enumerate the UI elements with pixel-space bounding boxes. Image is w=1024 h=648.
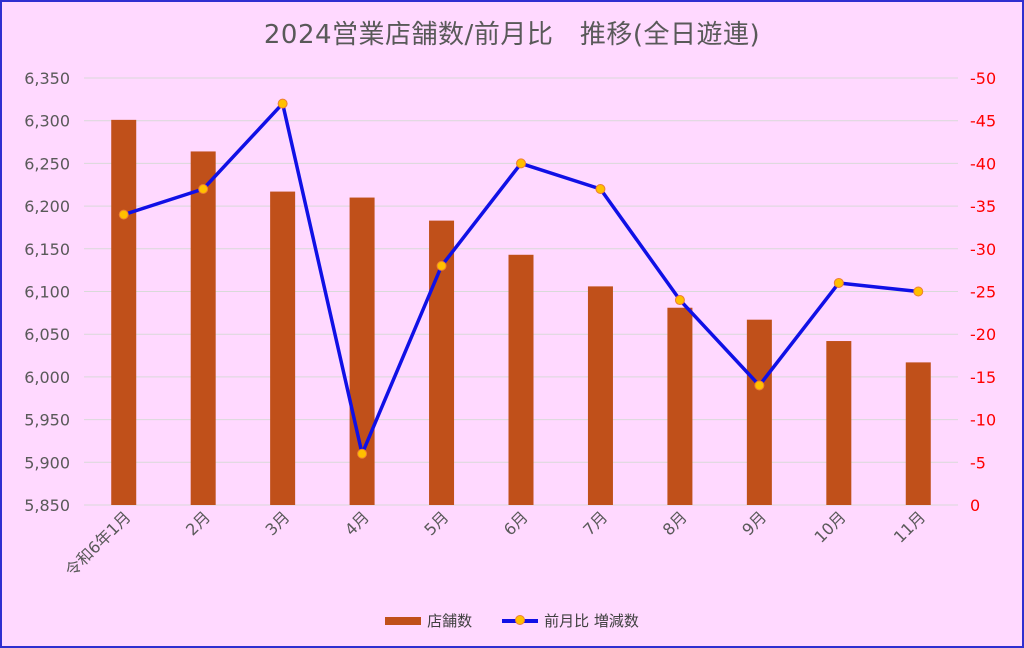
- x-axis-tick-label: 6月: [500, 507, 532, 539]
- line-marker: [118, 209, 129, 220]
- left-axis-tick-label: 5,850: [24, 496, 70, 515]
- line-marker: [674, 295, 685, 306]
- right-axis-tick-label: -10: [970, 411, 996, 430]
- x-axis-tick-label: 4月: [341, 507, 373, 539]
- x-axis-tick-label: 3月: [262, 507, 294, 539]
- bar: [587, 286, 613, 505]
- x-axis-tick-label: 7月: [579, 507, 611, 539]
- bar: [667, 307, 693, 505]
- right-axis-tick-label: -50: [970, 69, 996, 88]
- right-axis-tick-label: -30: [970, 240, 996, 259]
- legend-swatch-bar: [385, 616, 422, 625]
- left-axis-tick-label: 6,000: [24, 368, 70, 387]
- line-marker: [436, 260, 447, 271]
- legend-swatch-line: [502, 614, 539, 625]
- line-marker: [516, 158, 526, 169]
- left-axis-tick-label: 6,200: [24, 197, 70, 216]
- left-axis-ticks: 5,850 5,900 5,950 6,000 6,050 6,100 6,150 6,200…: [24, 69, 70, 515]
- bar: [111, 119, 137, 505]
- left-axis-tick-label: 6,050: [24, 325, 70, 344]
- bar: [905, 362, 931, 505]
- left-axis-tick-label: 6,150: [24, 240, 70, 259]
- legend-label-stores: 店舗数: [427, 612, 473, 630]
- left-axis-tick-label: 6,250: [24, 154, 70, 173]
- x-axis-tick-label: 令和6年1月: [61, 507, 134, 580]
- chart-title: 2024営業店舗数/前月比 推移(全日遊連): [263, 20, 761, 50]
- legend-item-change: 前月比 増減数: [502, 610, 639, 631]
- bar-series: [111, 119, 931, 506]
- line-marker: [833, 277, 844, 288]
- legend-item-stores: 店舗数: [385, 610, 472, 631]
- left-axis-tick-label: 5,950: [24, 411, 70, 430]
- right-axis-tick-label: -20: [970, 325, 996, 344]
- right-axis-tick-label: -40: [970, 154, 996, 173]
- legend-label-change: 前月比 増減数: [544, 612, 639, 630]
- bar: [349, 197, 375, 505]
- line-series: [118, 98, 924, 459]
- bar: [746, 319, 772, 505]
- left-axis-tick-label: 6,300: [24, 112, 70, 131]
- line-marker: [913, 286, 924, 297]
- bar: [826, 341, 852, 505]
- left-axis-tick-label: 6,100: [24, 283, 70, 302]
- x-axis-tick-label: 11月: [890, 507, 929, 546]
- line-marker: [595, 184, 606, 195]
- x-axis-tick-label: 10月: [810, 507, 849, 546]
- legend: 店舗数 前月比 増減数: [0, 610, 1024, 631]
- x-axis-tick-label: 8月: [659, 507, 691, 539]
- x-axis-ticks: 令和6年1月 2月 3月 4月 5月 6月 7月 8月 9月 10月 11月: [61, 507, 929, 580]
- bar: [270, 191, 296, 505]
- left-axis-tick-label: 5,900: [24, 453, 70, 472]
- x-axis-tick-label: 2月: [182, 507, 214, 539]
- bar: [508, 254, 534, 505]
- bar: [190, 151, 216, 505]
- line-marker: [198, 184, 209, 195]
- x-axis-tick-label: 5月: [420, 507, 452, 539]
- line-marker: [357, 448, 368, 459]
- x-axis-tick-label: 9月: [738, 507, 770, 539]
- right-axis-ticks: 0 -5 -10 -15 -20 -25 -30 -35 -40 -45 -50: [970, 69, 996, 515]
- left-axis-tick-label: 6,350: [24, 69, 70, 88]
- right-axis-tick-label: -45: [970, 112, 996, 131]
- right-axis-tick-label: -15: [970, 368, 996, 387]
- right-axis-tick-label: 0: [970, 496, 980, 515]
- right-axis-tick-label: -5: [970, 453, 986, 472]
- right-axis-tick-label: -35: [970, 197, 996, 216]
- right-axis-tick-label: -25: [970, 283, 996, 302]
- line-marker: [754, 380, 765, 391]
- line-marker: [277, 98, 288, 109]
